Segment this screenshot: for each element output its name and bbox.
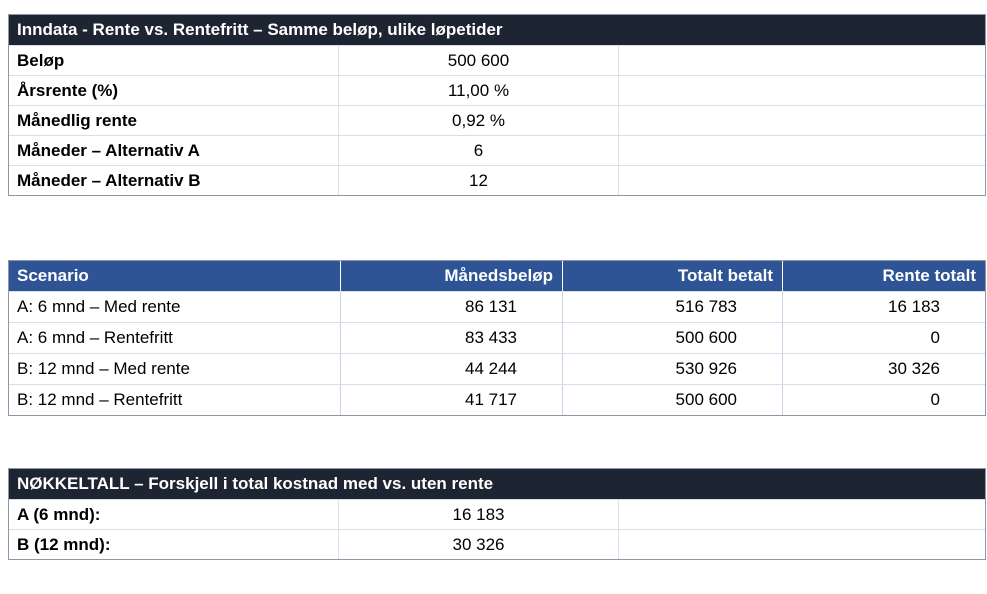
input-table: Inndata - Rente vs. Rentefritt – Samme b… [8,14,986,196]
input-label-cell: Måneder – Alternativ A [9,136,339,165]
total-paid-cell[interactable]: 530 926 [563,354,783,384]
input-value-cell[interactable]: 6 [339,136,619,165]
scenario-name-cell: B: 12 mnd – Med rente [9,354,341,384]
total-paid-cell[interactable]: 500 600 [563,385,783,415]
empty-cell [619,136,985,165]
total-interest-cell[interactable]: 30 326 [888,359,940,378]
empty-cell [619,166,985,195]
input-label-cell: Måneder – Alternativ B [9,166,339,195]
monthly-amount-cell[interactable]: 41 717 [341,385,563,415]
table-row: A: 6 mnd – Med rente 86 131 516 783 16 1… [9,291,985,322]
spreadsheet-region: Inndata - Rente vs. Rentefritt – Samme b… [8,14,987,560]
key-figure-label-cell: B (12 mnd): [9,530,339,559]
empty-cell [619,500,985,529]
table-row: Måneder – Alternativ A 6 [9,135,985,165]
empty-cell [619,530,985,559]
key-figure-value-cell[interactable]: 30 326 [339,530,619,559]
table-row: A: 6 mnd – Rentefritt 83 433 500 600 0 [9,322,985,353]
table-row: B (12 mnd): 30 326 [9,529,985,559]
total-interest-cell[interactable]: 16 183 [888,297,940,316]
table-row: Beløp 500 600 [9,45,985,75]
total-interest-cell[interactable]: 0 [930,390,940,409]
key-figures-title: NØKKELTALL – Forskjell i total kostnad m… [9,469,985,499]
input-value-cell[interactable]: 12 [339,166,619,195]
empty-cell [619,106,985,135]
empty-cell [619,76,985,105]
monthly-amount-cell[interactable]: 86 131 [341,292,563,322]
table-row: A (6 mnd): 16 183 [9,499,985,529]
spacer [8,416,987,468]
table-row: B: 12 mnd – Med rente 44 244 530 926 30 … [9,353,985,384]
table-row: Årsrente (%) 11,00 % [9,75,985,105]
key-figures-table: NØKKELTALL – Forskjell i total kostnad m… [8,468,986,560]
scenario-table: Scenario Månedsbeløp Totalt betalt Rente… [8,260,986,416]
table-row: Månedlig rente 0,92 % [9,105,985,135]
header-cell-monthly: Månedsbeløp [341,261,563,291]
empty-cell [619,46,985,75]
monthly-amount-cell[interactable]: 83 433 [341,323,563,353]
header-cell-interest: Rente totalt [882,266,977,285]
key-figure-value-cell[interactable]: 16 183 [339,500,619,529]
input-value-cell[interactable]: 0,92 % [339,106,619,135]
table-row: B: 12 mnd – Rentefritt 41 717 500 600 0 [9,384,985,415]
total-interest-cell[interactable]: 0 [930,328,940,347]
scenario-name-cell: B: 12 mnd – Rentefritt [9,385,341,415]
total-paid-cell[interactable]: 516 783 [563,292,783,322]
spacer [8,196,987,260]
table-row: Måneder – Alternativ B 12 [9,165,985,195]
total-paid-cell[interactable]: 500 600 [563,323,783,353]
scenario-table-header-row: Scenario Månedsbeløp Totalt betalt Rente… [9,261,985,291]
monthly-amount-cell[interactable]: 44 244 [341,354,563,384]
scenario-name-cell: A: 6 mnd – Rentefritt [9,323,341,353]
input-label-cell: Årsrente (%) [9,76,339,105]
input-label-cell: Beløp [9,46,339,75]
header-cell-total: Totalt betalt [563,261,783,291]
input-label-cell: Månedlig rente [9,106,339,135]
header-cell-scenario: Scenario [9,261,341,291]
key-figure-label-cell: A (6 mnd): [9,500,339,529]
input-value-cell[interactable]: 11,00 % [339,76,619,105]
input-value-cell[interactable]: 500 600 [339,46,619,75]
input-table-title: Inndata - Rente vs. Rentefritt – Samme b… [9,15,985,45]
scenario-name-cell: A: 6 mnd – Med rente [9,292,341,322]
